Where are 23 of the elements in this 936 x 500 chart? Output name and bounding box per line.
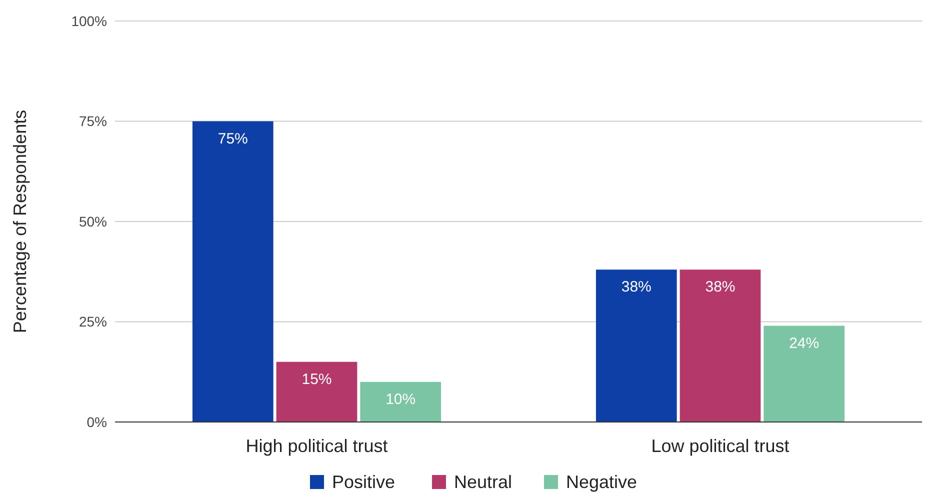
bar xyxy=(192,121,274,422)
y-tick-label: 75% xyxy=(78,113,107,130)
bar xyxy=(680,270,761,422)
y-axis-title: Percentage of Respondents xyxy=(10,110,30,334)
data-label: 75% xyxy=(218,130,248,148)
data-label: 38% xyxy=(621,278,652,296)
x-tick-label: High political trust xyxy=(246,436,388,456)
data-label: 38% xyxy=(705,278,736,296)
y-tick-label: 100% xyxy=(71,12,107,29)
y-tick-label: 0% xyxy=(86,414,107,430)
bar xyxy=(360,382,442,422)
bar xyxy=(596,270,677,422)
bar xyxy=(276,362,358,422)
bar xyxy=(764,326,845,422)
legend-label: Neutral xyxy=(454,472,512,492)
y-tick-label: 25% xyxy=(78,314,107,330)
y-tick-label: 50% xyxy=(78,213,107,230)
legend-label: Positive xyxy=(332,472,396,492)
data-label: 24% xyxy=(789,334,820,352)
data-label: 10% xyxy=(386,390,416,408)
x-tick-label: Low political trust xyxy=(651,436,790,456)
data-label: 15% xyxy=(302,370,332,388)
legend-label: Negative xyxy=(566,472,638,492)
